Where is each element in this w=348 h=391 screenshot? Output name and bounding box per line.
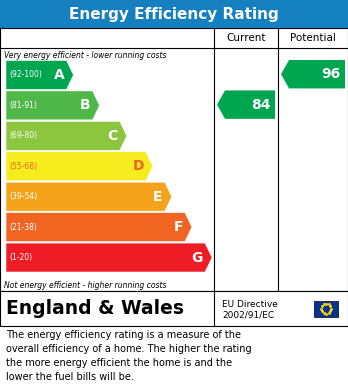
Text: D: D bbox=[132, 159, 144, 173]
Text: (81-91): (81-91) bbox=[9, 101, 37, 110]
Polygon shape bbox=[281, 60, 345, 88]
Text: (69-80): (69-80) bbox=[9, 131, 37, 140]
Text: (1-20): (1-20) bbox=[9, 253, 32, 262]
Polygon shape bbox=[6, 182, 172, 211]
Bar bbox=[314, 301, 338, 316]
Polygon shape bbox=[6, 152, 153, 181]
Bar bbox=[0, 0, 348, 28]
Polygon shape bbox=[6, 213, 192, 242]
Text: 2002/91/EC: 2002/91/EC bbox=[222, 310, 274, 319]
Text: 84: 84 bbox=[252, 98, 271, 112]
Text: (21-38): (21-38) bbox=[9, 222, 37, 231]
Text: A: A bbox=[54, 68, 64, 82]
Text: E: E bbox=[153, 190, 163, 204]
Bar bbox=[0, 28, 348, 291]
Polygon shape bbox=[217, 90, 275, 119]
Polygon shape bbox=[6, 61, 73, 90]
Text: C: C bbox=[108, 129, 118, 143]
Text: F: F bbox=[173, 220, 183, 234]
Bar bbox=[0, 291, 348, 326]
Polygon shape bbox=[6, 243, 212, 272]
Text: Not energy efficient - higher running costs: Not energy efficient - higher running co… bbox=[4, 281, 166, 290]
Text: EU Directive: EU Directive bbox=[222, 300, 278, 309]
Text: (55-68): (55-68) bbox=[9, 162, 37, 171]
Polygon shape bbox=[6, 121, 127, 150]
Text: Energy Efficiency Rating: Energy Efficiency Rating bbox=[69, 7, 279, 22]
Text: Very energy efficient - lower running costs: Very energy efficient - lower running co… bbox=[4, 51, 166, 60]
Text: 96: 96 bbox=[322, 67, 341, 81]
Text: (39-54): (39-54) bbox=[9, 192, 37, 201]
Text: Current: Current bbox=[226, 33, 266, 43]
Text: (92-100): (92-100) bbox=[9, 70, 42, 79]
Text: G: G bbox=[192, 251, 203, 265]
Text: Potential: Potential bbox=[290, 33, 336, 43]
Text: England & Wales: England & Wales bbox=[6, 299, 184, 318]
Text: B: B bbox=[80, 99, 90, 112]
Polygon shape bbox=[6, 91, 100, 120]
Text: The energy efficiency rating is a measure of the
overall efficiency of a home. T: The energy efficiency rating is a measur… bbox=[6, 330, 252, 382]
